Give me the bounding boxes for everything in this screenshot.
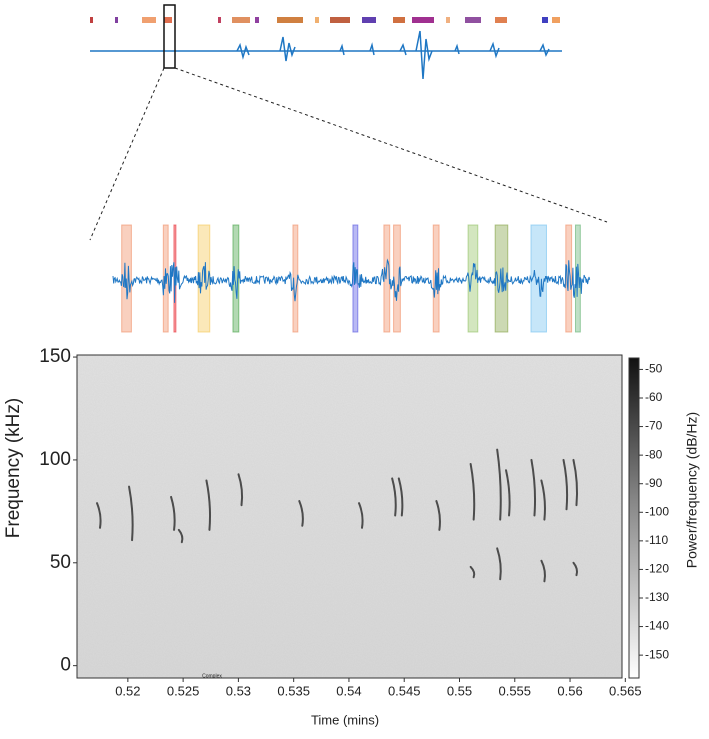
call bbox=[496, 448, 502, 521]
call bbox=[205, 479, 212, 531]
colorbar-tick-label: -130 bbox=[645, 590, 669, 604]
annotation: Complex bbox=[202, 673, 222, 679]
call bbox=[505, 469, 511, 517]
y-tick-label: 50 bbox=[50, 552, 71, 573]
call bbox=[96, 502, 102, 529]
call bbox=[237, 473, 244, 507]
call bbox=[177, 528, 184, 544]
call bbox=[562, 458, 569, 511]
call bbox=[496, 547, 502, 581]
call bbox=[572, 458, 579, 507]
y-axis-label: Frequency (kHz) bbox=[3, 398, 24, 538]
spectrogram bbox=[96, 448, 579, 583]
colorbar-tick-label: -120 bbox=[645, 562, 669, 576]
colorbar-tick-label: -80 bbox=[645, 447, 663, 461]
x-tick-label: 0.555 bbox=[498, 683, 531, 698]
colorbar bbox=[628, 357, 640, 679]
call bbox=[540, 479, 546, 521]
x-axis-label: Time (mins) bbox=[311, 712, 379, 727]
call bbox=[391, 477, 397, 517]
colorbar-tick-label: -110 bbox=[645, 533, 668, 547]
colorbar-tick-label: -140 bbox=[645, 619, 669, 633]
x-tick-label: 0.54 bbox=[336, 683, 361, 698]
call bbox=[530, 458, 537, 517]
x-tick-label: 0.55 bbox=[447, 683, 472, 698]
call bbox=[358, 502, 364, 529]
call bbox=[469, 463, 476, 521]
x-tick-label: 0.565 bbox=[609, 683, 642, 698]
call bbox=[298, 500, 304, 527]
colorbar-tick-label: -150 bbox=[645, 647, 669, 661]
colorbar-tick-label: -50 bbox=[645, 362, 663, 376]
call bbox=[540, 559, 546, 583]
segment bbox=[467, 224, 479, 333]
x-tick-label: 0.52 bbox=[115, 683, 140, 698]
x-tick-label: 0.525 bbox=[167, 683, 200, 698]
call bbox=[128, 485, 134, 542]
x-tick-label: 0.545 bbox=[388, 683, 421, 698]
colorbar-tick-label: -100 bbox=[645, 504, 669, 518]
spectrogram-noise bbox=[77, 355, 622, 678]
colorbar-tick-label: -60 bbox=[645, 390, 663, 404]
x-tick-label: 0.56 bbox=[557, 683, 582, 698]
y-tick-label: 150 bbox=[39, 346, 71, 367]
call bbox=[572, 561, 579, 577]
y-tick-label: 100 bbox=[39, 449, 71, 470]
plot-frame bbox=[76, 354, 623, 679]
call bbox=[397, 477, 404, 517]
colorbar-tick-label: -90 bbox=[645, 476, 663, 490]
waveform bbox=[112, 258, 591, 303]
call bbox=[435, 500, 441, 531]
y-tick-label: 0 bbox=[60, 655, 71, 676]
call bbox=[469, 565, 476, 579]
x-tick-label: 0.53 bbox=[226, 683, 251, 698]
zoomed-waveform bbox=[112, 224, 591, 333]
colorbar-label: Power/frequency (dB/Hz) bbox=[684, 412, 700, 568]
colorbar-tick-label: -70 bbox=[645, 419, 663, 433]
x-tick-label: 0.535 bbox=[277, 683, 310, 698]
call bbox=[170, 495, 176, 531]
overview bbox=[89, 4, 608, 241]
